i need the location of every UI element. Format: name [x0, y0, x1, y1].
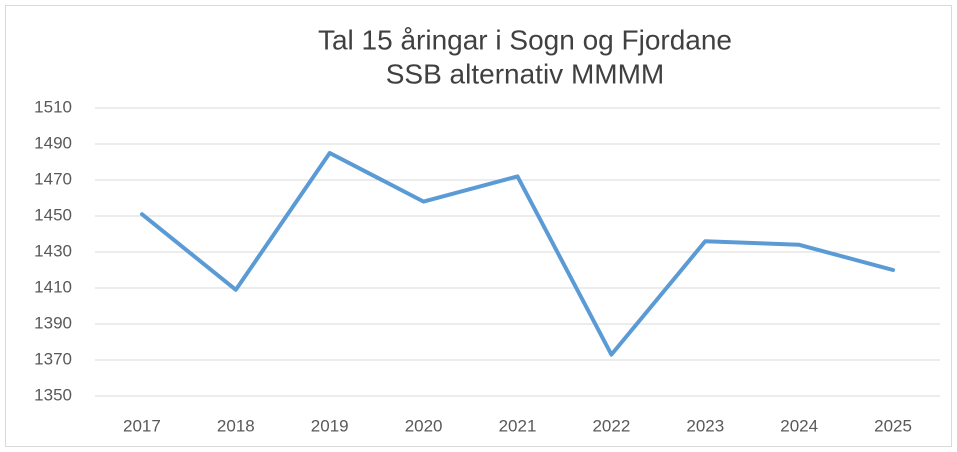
- x-tick-label: 2024: [780, 416, 818, 435]
- x-tick-label: 2018: [217, 416, 255, 435]
- y-tick-label: 1470: [34, 169, 72, 188]
- chart-frame: [5, 5, 952, 447]
- x-tick-label: 2023: [686, 416, 724, 435]
- x-tick-label: 2022: [592, 416, 630, 435]
- y-tick-label: 1410: [34, 277, 72, 296]
- y-tick-label: 1510: [34, 97, 72, 116]
- chart-subtitle: SSB alternativ MMMM: [386, 58, 665, 89]
- data-line: [139, 151, 896, 357]
- y-tick-label: 1490: [34, 133, 72, 152]
- y-tick-label: 1370: [34, 349, 72, 368]
- x-tick-label: 2017: [123, 416, 161, 435]
- y-tick-label: 1350: [34, 385, 72, 404]
- x-tick-label: 2020: [405, 416, 443, 435]
- y-tick-label: 1390: [34, 313, 72, 332]
- chart-title: Tal 15 åringar i Sogn og Fjordane: [318, 24, 732, 55]
- y-tick-label: 1430: [34, 241, 72, 260]
- x-tick-label: 2025: [874, 416, 912, 435]
- x-tick-label: 2021: [499, 416, 537, 435]
- x-tick-label: 2019: [311, 416, 349, 435]
- y-tick-label: 1450: [34, 205, 72, 224]
